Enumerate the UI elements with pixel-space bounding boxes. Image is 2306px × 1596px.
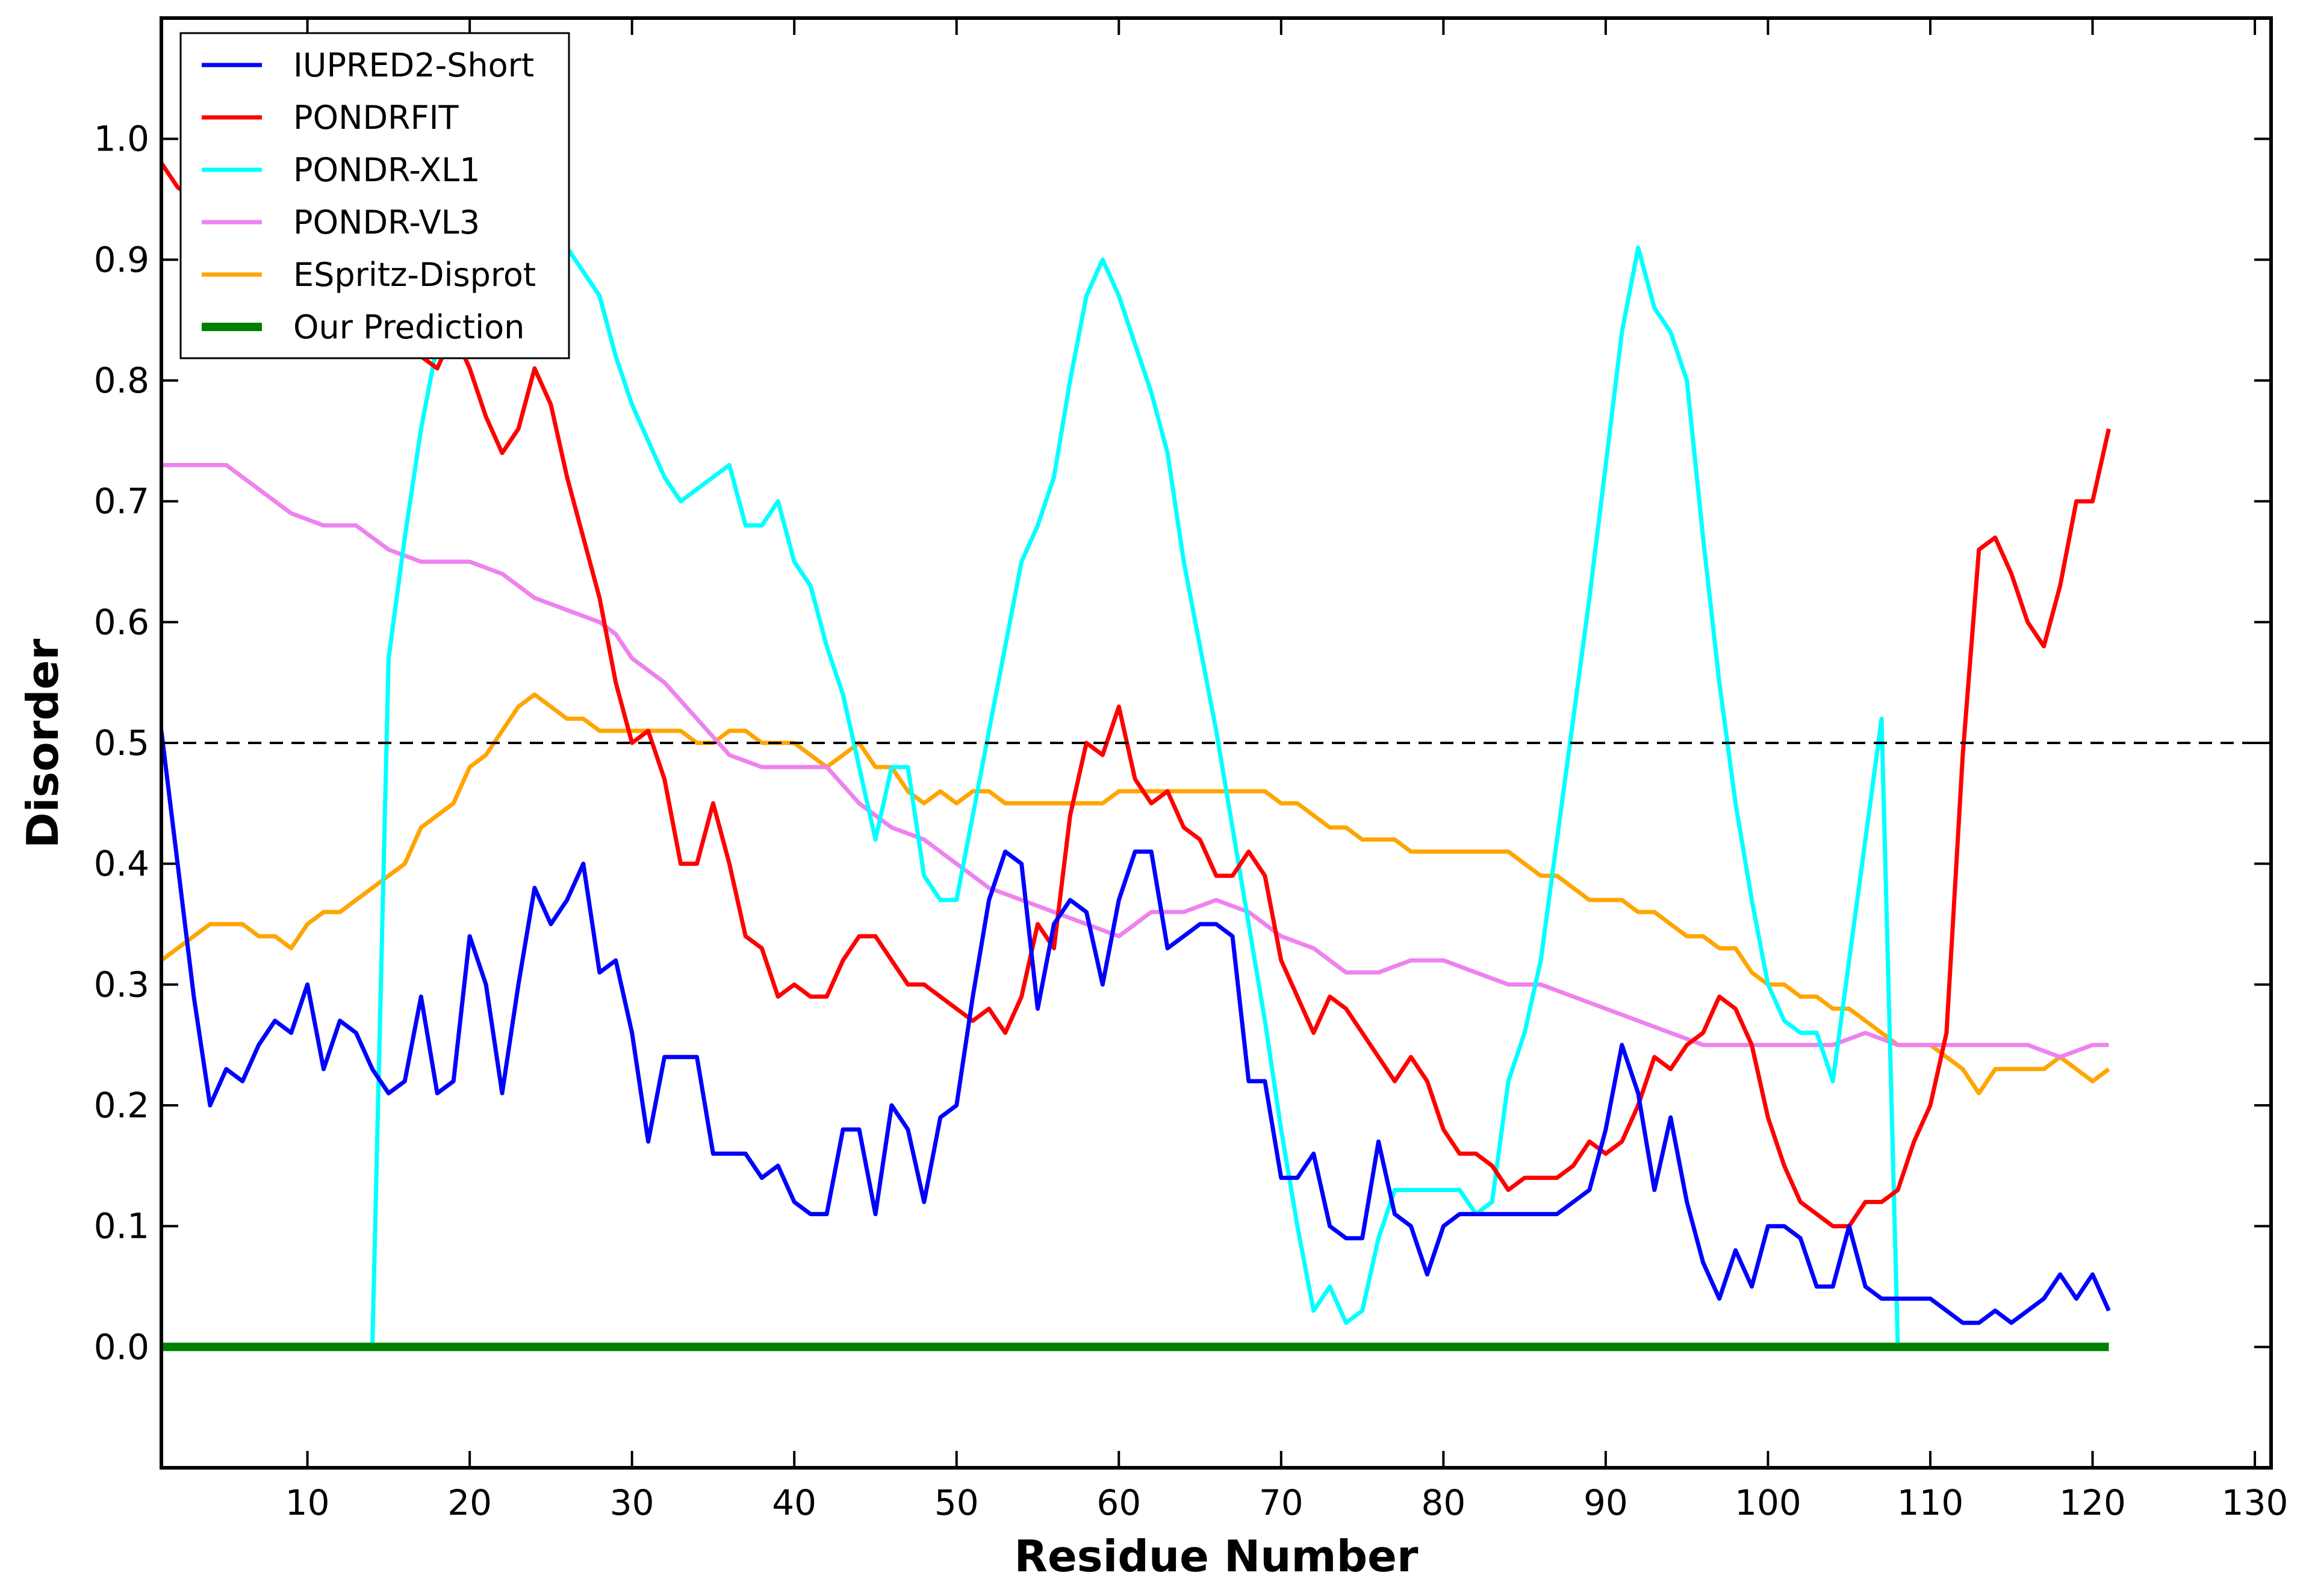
x-tick-label: 60	[1096, 1482, 1141, 1523]
x-tick-label: 120	[2059, 1482, 2126, 1523]
x-axis-title: Residue Number	[1015, 1531, 1419, 1582]
series-lines	[161, 161, 2111, 1352]
axis-tick-labels: 10 20 30 40 50 60 70 80 90 100 110 120 130 0.0 0.1 0.2 0…	[94, 119, 2289, 1523]
y-tick-label: 0.2	[94, 1085, 149, 1126]
x-tick-label: 30	[610, 1482, 654, 1523]
y-tick-label: 0.5	[94, 722, 149, 763]
legend-label-pondr-vl3: PONDR-VL3	[293, 203, 480, 241]
legend-label-our-prediction: Our Prediction	[293, 308, 524, 346]
y-tick-label: 0.1	[94, 1206, 149, 1247]
series-line-pondrfit	[161, 161, 2111, 1229]
series-line-iupred2-short	[161, 730, 2111, 1325]
plot-frame	[160, 16, 2273, 1470]
legend-box	[179, 32, 570, 359]
x-tick-label: 50	[934, 1482, 979, 1523]
legend-label-pondr-xl1: PONDR-XL1	[293, 151, 480, 189]
series-line-espritz-disprot	[161, 692, 2110, 1096]
legend: IUPRED2-Short PONDRFIT PONDR-XL1 PONDR-VL3 E…	[179, 32, 570, 359]
y-tick-label: 0.4	[94, 843, 149, 884]
y-tick-label: 0.0	[94, 1326, 149, 1367]
axis-ticks	[161, 18, 2271, 1468]
legend-label-espritz-disprot: ESpritz-Disprot	[293, 256, 536, 294]
y-tick-label: 0.9	[94, 239, 149, 280]
legend-label-iupred2-short: IUPRED2-Short	[293, 46, 534, 84]
y-axis-title: Disorder	[17, 638, 68, 848]
x-tick-label: 20	[447, 1482, 492, 1523]
x-tick-label: 110	[1897, 1482, 1964, 1523]
x-tick-label: 70	[1259, 1482, 1304, 1523]
x-tick-label: 130	[2222, 1482, 2289, 1523]
legend-label-pondrfit: PONDRFIT	[293, 99, 459, 137]
x-tick-label: 100	[1735, 1482, 1801, 1523]
y-tick-label: 0.3	[94, 964, 149, 1005]
x-tick-label: 90	[1583, 1482, 1628, 1523]
y-tick-label: 0.7	[94, 481, 149, 522]
series-line-pondr-xl1	[370, 185, 1900, 1347]
y-tick-label: 0.8	[94, 360, 149, 401]
x-tick-label: 80	[1421, 1482, 1465, 1523]
series-line-pondr-vl3	[161, 463, 2109, 1060]
x-tick-label: 40	[772, 1482, 816, 1523]
x-tick-label: 10	[285, 1482, 330, 1523]
y-tick-label: 1.0	[94, 119, 149, 160]
y-tick-label: 0.6	[94, 601, 149, 642]
